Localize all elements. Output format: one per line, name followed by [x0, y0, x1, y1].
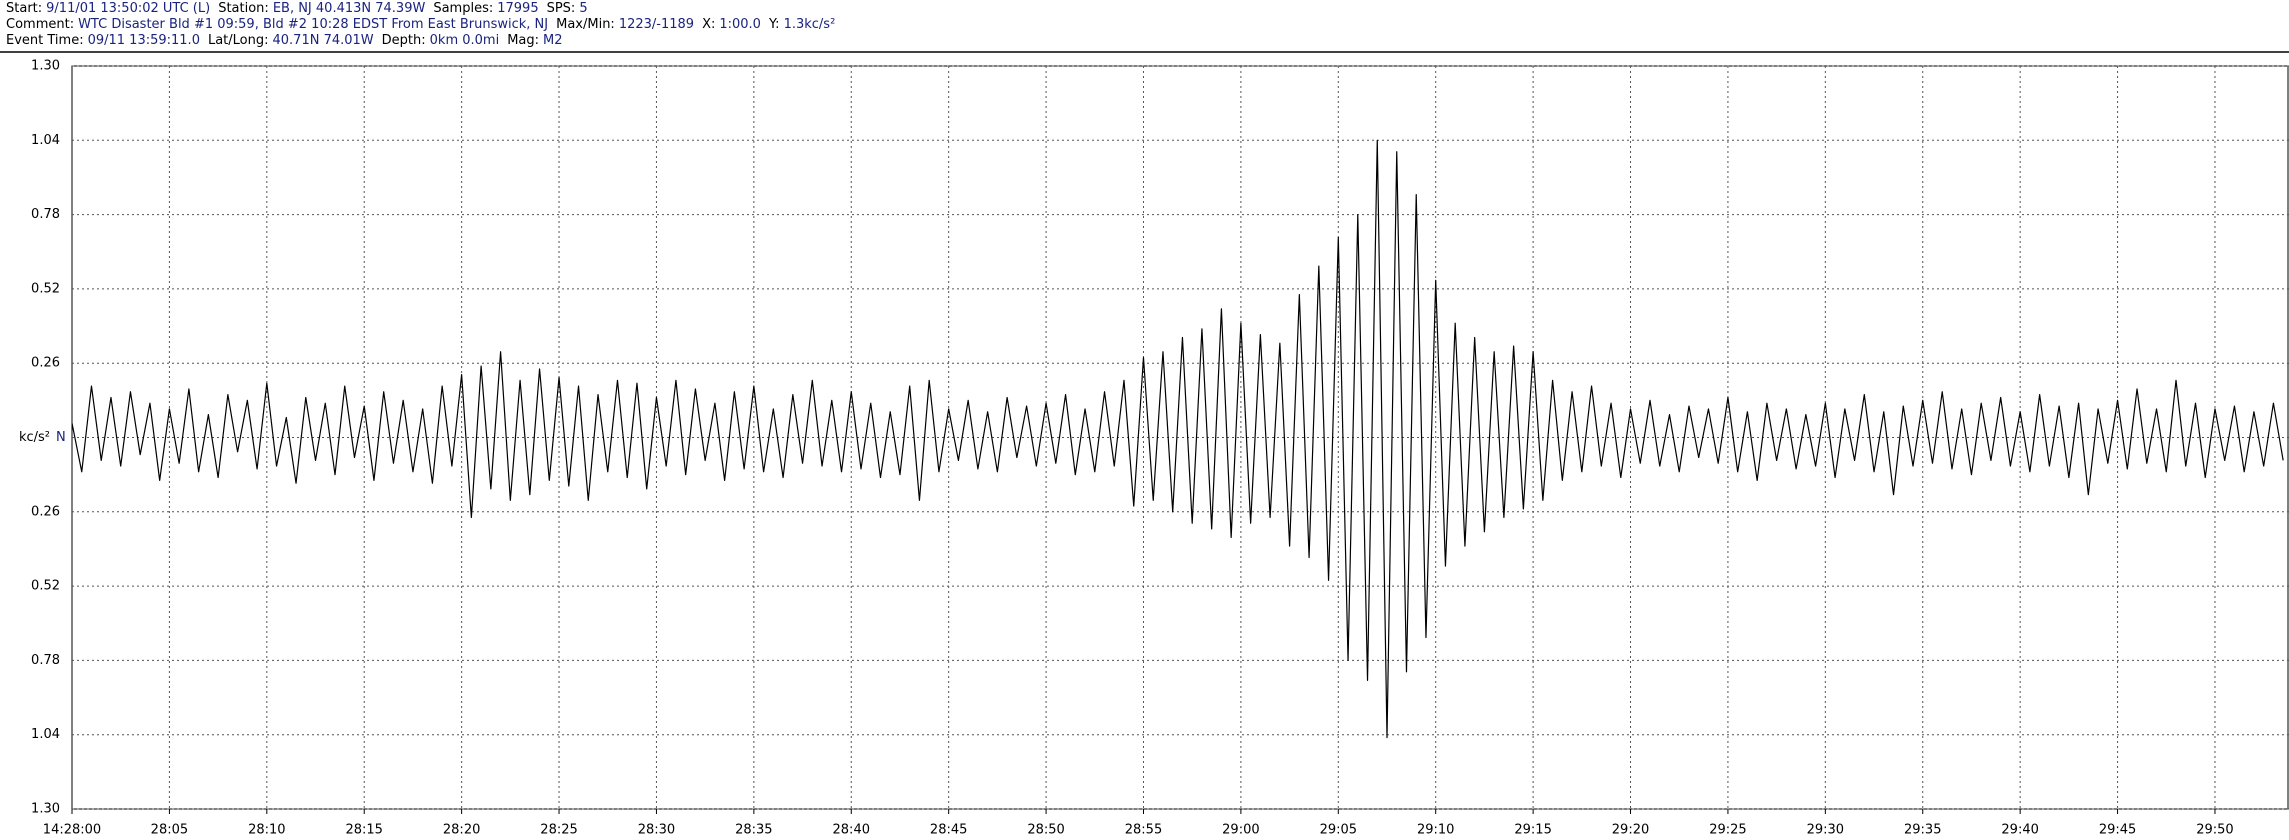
x-tick-label: 28:25: [540, 823, 577, 838]
header-value: M2: [543, 33, 563, 48]
header-value: 1223/-1189: [619, 17, 694, 32]
x-tick-label: 28:05: [151, 823, 188, 838]
header-value: 40.71N 74.01W: [273, 33, 374, 48]
header-label: Max/Min:: [556, 17, 615, 32]
x-tick-label: 29:35: [1904, 823, 1941, 838]
x-tick-label: 29:30: [1807, 823, 1844, 838]
y-tick-label: 1.04: [31, 727, 60, 742]
x-tick-label: 28:20: [443, 823, 480, 838]
x-tick-label: 29:20: [1612, 823, 1649, 838]
y-tick-label: 1.04: [31, 133, 60, 148]
header-value: 1:00.0: [719, 17, 761, 32]
x-tick-label: 29:40: [2001, 823, 2038, 838]
header-line: Start: 9/11/01 13:50:02 UTC (L) Station: EB…: [6, 1, 588, 16]
header-label: Event Time:: [6, 33, 84, 48]
header-value: 0km 0.0mi: [430, 33, 500, 48]
header-label: Mag:: [507, 33, 539, 48]
header-label: SPS:: [547, 1, 576, 16]
x-tick-label: 29:25: [1709, 823, 1746, 838]
y-tick-label: 0.52: [31, 579, 60, 594]
waveform: [71, 139, 2284, 739]
plot-frame: [71, 65, 2289, 810]
x-tick-label: 29:05: [1320, 823, 1357, 838]
header-label: Comment:: [6, 17, 74, 32]
header-label: Start:: [6, 1, 42, 16]
channel-label: N: [56, 430, 66, 445]
y-tick-label: kc/s²: [19, 430, 50, 445]
y-tick-label: 0.26: [31, 504, 60, 519]
header-label: Station:: [218, 1, 269, 16]
x-tick-label: 28:55: [1125, 823, 1162, 838]
x-tick-label: 28:40: [833, 823, 870, 838]
x-tick-label: 29:50: [2196, 823, 2233, 838]
y-tick-label: 0.26: [31, 356, 60, 371]
x-tick-label: 28:10: [248, 823, 285, 838]
x-tick-label: 28:15: [345, 823, 382, 838]
header-value: WTC Disaster Bld #1 09:59, Bld #2 10:28 …: [78, 17, 548, 32]
y-tick-label: 1.30: [31, 802, 60, 817]
header-value: EB, NJ 40.413N 74.39W: [273, 1, 426, 16]
x-tick-label: 29:15: [1514, 823, 1551, 838]
header-value: 5: [579, 1, 587, 16]
x-tick-label: 29:00: [1222, 823, 1259, 838]
y-tick-label: 0.52: [31, 281, 60, 296]
x-tick-label: 28:35: [735, 823, 772, 838]
x-tick-label: 29:45: [2099, 823, 2136, 838]
header-value: 09/11 13:59:11.0: [88, 33, 200, 48]
x-tick-label: 14:28:00: [43, 823, 101, 838]
header-label: Y:: [768, 17, 780, 32]
header-label: Samples:: [433, 1, 493, 16]
y-tick-label: 0.78: [31, 653, 60, 668]
x-tick-label: 28:45: [930, 823, 967, 838]
header-line: Comment: WTC Disaster Bld #1 09:59, Bld #…: [6, 17, 835, 32]
y-tick-label: 0.78: [31, 207, 60, 222]
x-tick-label: 28:50: [1027, 823, 1064, 838]
header-label: X:: [702, 17, 715, 32]
y-tick-label: 1.30: [31, 59, 60, 74]
header-value: 1.3kc/s²: [784, 17, 836, 32]
header-label: Lat/Long:: [208, 33, 269, 48]
x-tick-label: 28:30: [638, 823, 675, 838]
header-line: Event Time: 09/11 13:59:11.0 Lat/Long: 40.7…: [6, 33, 563, 48]
header-value: 9/11/01 13:50:02 UTC (L): [46, 1, 210, 16]
header-label: Depth:: [382, 33, 426, 48]
x-tick-label: 29:10: [1417, 823, 1454, 838]
header-value: 17995: [497, 1, 538, 16]
